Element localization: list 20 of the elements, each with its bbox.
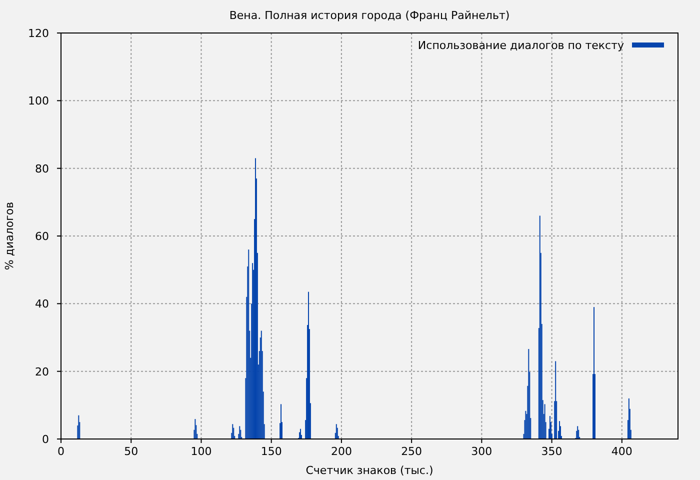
x-tick-label: 400	[611, 445, 632, 458]
x-tick-label: 150	[260, 445, 282, 458]
y-tick-label: 20	[35, 365, 49, 378]
y-tick-label: 60	[35, 230, 49, 243]
x-tick-label: 200	[330, 445, 352, 458]
x-tick-label: 350	[541, 445, 562, 458]
y-tick-label: 40	[35, 298, 49, 311]
x-tick-label: 300	[471, 445, 492, 458]
x-tick-label: 250	[401, 445, 422, 458]
legend-label: Использование диалогов по тексту	[418, 39, 624, 52]
x-tick-label: 0	[58, 445, 64, 458]
y-axis-title: % диалогов	[3, 202, 16, 270]
x-tick-label: 100	[190, 445, 212, 458]
y-tick-label: 0	[42, 433, 49, 446]
y-tick-label: 100	[28, 94, 49, 108]
y-tick-label: 120	[28, 27, 49, 40]
x-tick-label: 50	[124, 445, 138, 458]
y-tick-label: 80	[35, 162, 49, 176]
chart-title: Вена. Полная история города (Франц Райнельт)	[229, 9, 510, 22]
x-axis-title: Счетчик знаков (тыс.)	[306, 464, 434, 477]
